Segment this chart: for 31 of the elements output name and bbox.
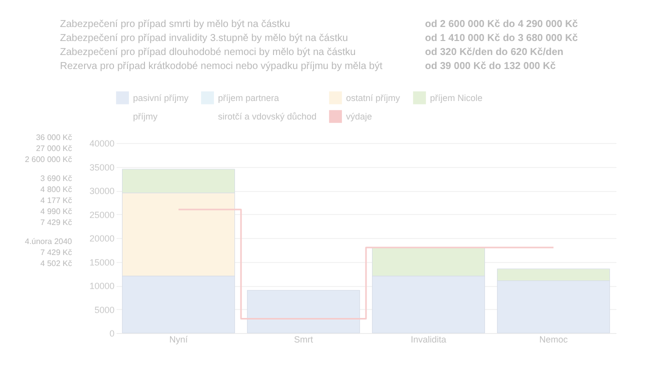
text: 4 990 Kč bbox=[39, 206, 72, 217]
text: 7 429 Kč bbox=[39, 217, 72, 228]
text: od 320 Kč/den do 620 Kč/den bbox=[425, 46, 564, 60]
legend-label: příjem Nicole bbox=[430, 92, 483, 103]
text: 4.února 2040 bbox=[24, 236, 72, 247]
text: 4 177 Kč bbox=[39, 195, 72, 206]
legend-label: pasivní příjmy bbox=[133, 92, 190, 103]
text: od 39 000 Kč do 132 000 Kč bbox=[425, 60, 557, 74]
text: 36 000 Kč bbox=[34, 132, 72, 143]
text: příjmy bbox=[133, 112, 158, 122]
text: od 2 600 000 Kč do 4 290 000 Kč bbox=[425, 18, 578, 32]
bar bbox=[247, 290, 360, 334]
text: 7 429 Kč bbox=[39, 247, 72, 258]
legend-label: ostatní příjmy bbox=[346, 92, 401, 103]
x-tick-label: Smrt bbox=[294, 334, 314, 344]
text: 27 000 Kč bbox=[34, 143, 72, 154]
text: 4 800 Kč bbox=[39, 184, 72, 195]
x-tick-label: Nemoc bbox=[539, 334, 568, 344]
text: Zabezpečení pro případ invalidity 3.stupně by mělo být na částku bbox=[60, 32, 349, 46]
text: 3 690 Kč bbox=[39, 173, 72, 184]
text: Rezerva pro případ krátkodobé nemoci nebo výpadku příjmu by měla být bbox=[60, 60, 382, 74]
text: Zabezpečení pro případ dlouhodobé nemoci by mělo být na částku bbox=[60, 46, 357, 60]
text: sirotčí a vdovský důchod bbox=[218, 112, 317, 122]
x-tick-label: Nyní bbox=[169, 334, 188, 344]
text: Zabezpečení pro případ smrti by mělo být na částku bbox=[60, 18, 292, 32]
text: 4 502 Kč bbox=[39, 258, 72, 269]
x-tick-label: Invalidita bbox=[410, 334, 446, 344]
text: 2 600 000 Kč bbox=[24, 154, 72, 165]
legend-label: výdaje bbox=[346, 112, 372, 122]
legend-label: příjem partnera bbox=[218, 92, 280, 103]
text: od 1 410 000 Kč do 3 680 000 Kč bbox=[425, 32, 578, 46]
